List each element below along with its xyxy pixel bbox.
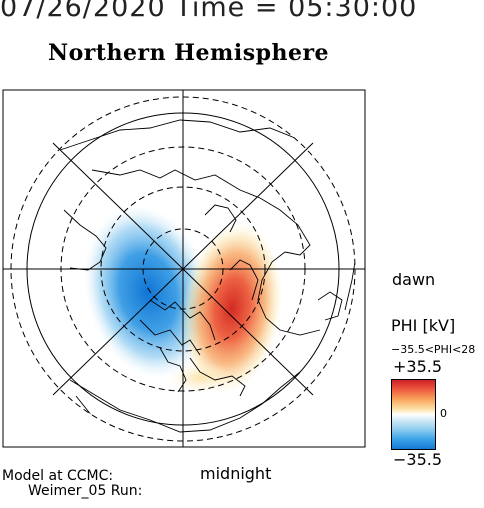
lat-lon-grid: [3, 90, 365, 447]
colorbar-zero-label: 0: [440, 407, 447, 420]
negative-potential-cell: [83, 205, 213, 379]
colorbar-min-label: −35.5: [393, 450, 443, 469]
colorbar: [391, 379, 436, 450]
colorbar-title: PHI [kV]: [391, 316, 456, 335]
potential-field: [83, 205, 283, 394]
positive-potential-lobe: [168, 362, 232, 394]
dawn-label: dawn: [392, 270, 436, 289]
colorbar-max-label: +35.5: [393, 357, 443, 376]
model-label: Model at CCMC:: [2, 468, 114, 484]
run-label: Weimer_05 Run:: [28, 483, 143, 499]
hemisphere-title: Northern Hemisphere: [48, 40, 330, 66]
midnight-label: midnight: [200, 464, 272, 483]
positive-potential-cell: [181, 222, 283, 394]
meridian-diag-2: [52, 142, 314, 396]
colorbar-range-text: −35.5<PHI<28: [391, 344, 476, 355]
date-time-header: 07/26/2020 Time = 05:30:00: [0, 0, 418, 23]
